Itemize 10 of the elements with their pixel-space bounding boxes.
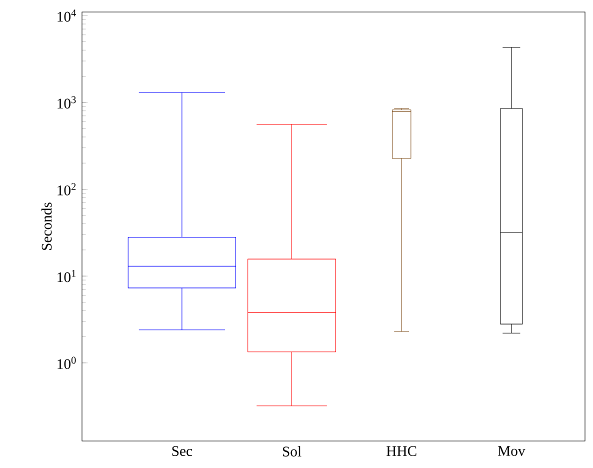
x-tick-label: HHC — [386, 446, 416, 456]
y-tick-label: 10$^{3}$ — [58, 96, 76, 109]
x-tick-label: Mov — [498, 446, 526, 456]
y-tick-label: 10$^{0}$ — [58, 356, 76, 370]
y-axis-title: Seconds — [41, 202, 52, 250]
x-tick-label: Sec — [172, 446, 192, 456]
y-tick-label: 10$^{2}$ — [58, 183, 76, 196]
x-tick-label: Sol — [282, 446, 302, 456]
y-tick-label: 10$^{1}$ — [58, 270, 76, 282]
y-tick-label: 10$^{4}$ — [58, 9, 76, 22]
